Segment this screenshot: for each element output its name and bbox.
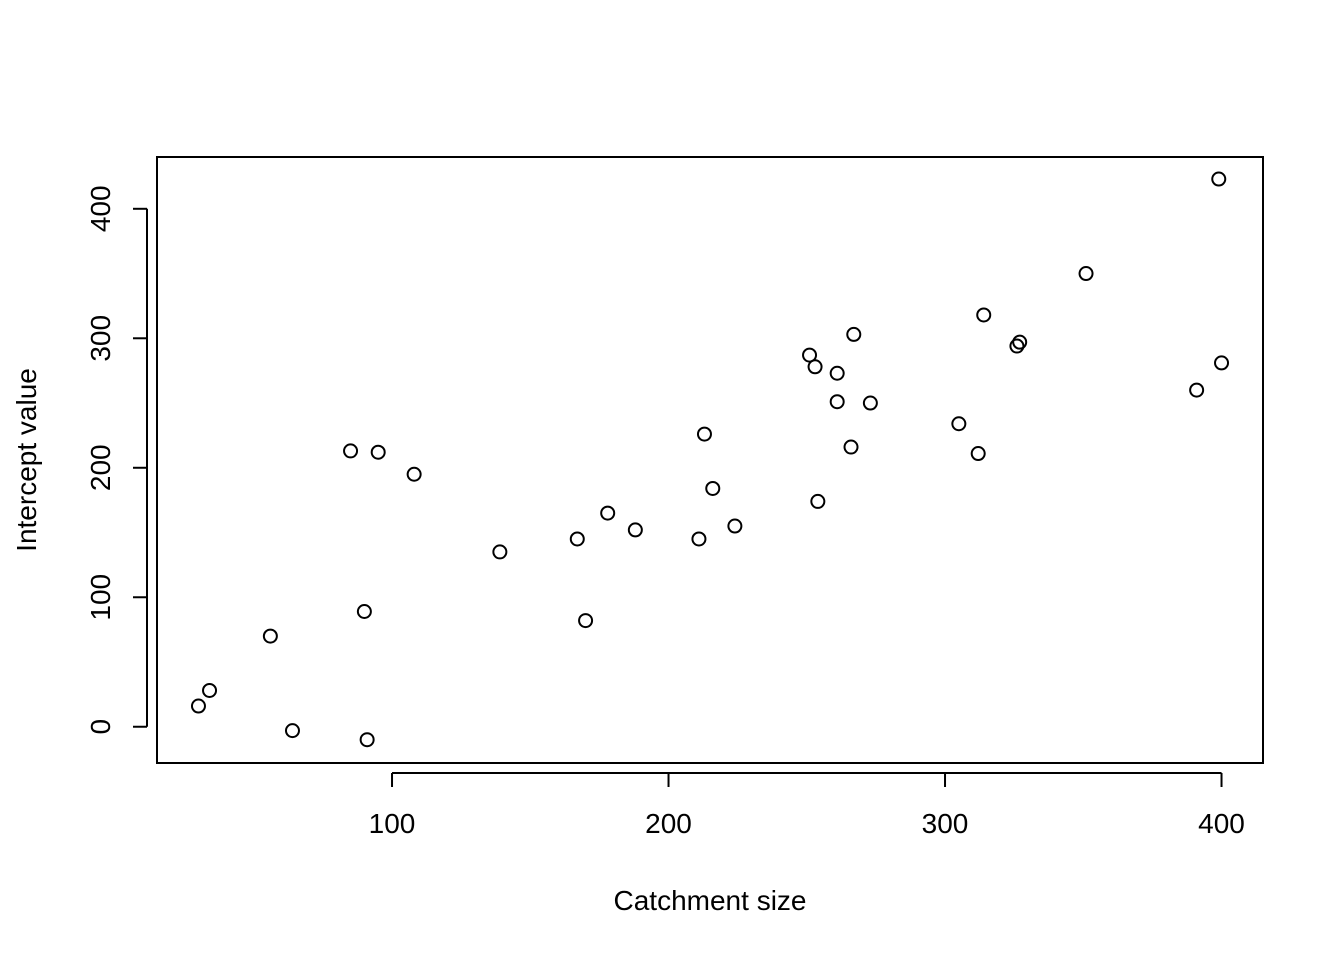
y-tick-label: 100: [85, 574, 116, 621]
data-points: [190, 171, 1230, 748]
plot-frame: [156, 156, 1264, 764]
data-point: [370, 444, 386, 460]
data-point: [862, 395, 878, 411]
data-point: [696, 426, 712, 442]
x-tick-label: 400: [1198, 808, 1245, 839]
x-tick-label: 100: [369, 808, 416, 839]
y-tick-label: 300: [85, 315, 116, 362]
x-axis-title: Catchment size: [614, 885, 807, 916]
data-point: [951, 416, 967, 432]
data-point: [600, 505, 616, 521]
data-point: [190, 698, 206, 714]
data-point: [727, 518, 743, 534]
data-point: [627, 522, 643, 538]
data-point: [492, 544, 508, 560]
data-point: [843, 439, 859, 455]
y-axis: 0 100 200 300 400: [85, 185, 148, 735]
y-tick-label: 0: [85, 719, 116, 735]
data-point: [846, 326, 862, 342]
data-point: [406, 466, 422, 482]
data-point: [202, 682, 218, 698]
data-point: [976, 307, 992, 323]
data-point: [705, 480, 721, 496]
y-tick-label: 200: [85, 444, 116, 491]
data-point: [691, 531, 707, 547]
data-point: [1009, 338, 1025, 354]
x-axis: 100 200 300 400: [369, 772, 1245, 839]
data-point: [262, 628, 278, 644]
data-point: [1078, 266, 1094, 282]
x-tick-label: 200: [645, 808, 692, 839]
data-point: [1189, 382, 1205, 398]
data-point: [569, 531, 585, 547]
data-point: [1012, 334, 1028, 350]
x-tick-label: 300: [922, 808, 969, 839]
data-point: [356, 604, 372, 619]
data-point: [578, 613, 594, 629]
y-tick-label: 400: [85, 185, 116, 232]
data-point: [284, 723, 300, 739]
data-point: [802, 347, 818, 363]
data-point: [829, 394, 845, 410]
data-point: [810, 493, 826, 509]
data-point: [807, 359, 823, 375]
data-point: [829, 365, 845, 381]
data-point: [359, 732, 375, 748]
data-point: [970, 446, 986, 462]
data-point: [1214, 355, 1230, 371]
y-axis-title: Intercept value: [11, 368, 42, 552]
data-point: [1211, 171, 1227, 187]
data-point: [343, 443, 359, 459]
